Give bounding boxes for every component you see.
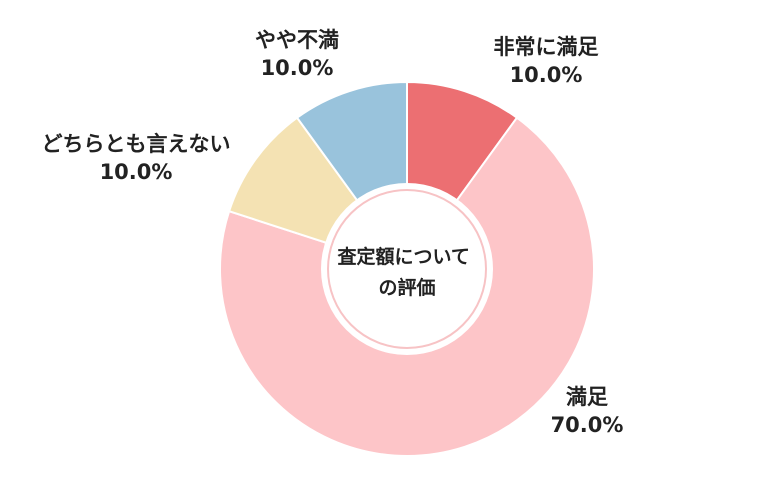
slice-label-name: やや不満 — [255, 28, 339, 52]
slice-label-value: 10.0% — [100, 160, 173, 184]
slice-label-satisfied: 満足 70.0% — [551, 385, 624, 437]
chart-title-line-2: の評価 — [378, 276, 435, 299]
slice-label-name: 満足 — [566, 385, 608, 409]
slice-label-slightly-dissatisfied: やや不満 10.0% — [255, 28, 339, 80]
slice-label-value: 70.0% — [551, 413, 624, 437]
slice-label-name: どちらとも言えない — [42, 132, 231, 156]
chart-title: 査定額について の評価 — [336, 245, 476, 299]
slice-label-name: 非常に満足 — [494, 35, 599, 59]
chart-title-line-1: 査定額について — [336, 245, 469, 268]
donut-center-fill — [321, 183, 493, 355]
slice-label-value: 10.0% — [261, 56, 334, 80]
donut-center-ring — [327, 189, 487, 349]
slice-label-value: 10.0% — [510, 63, 583, 87]
slice-labels: 非常に満足 10.0% 満足 70.0% どちらとも言えない 10.0% やや不満 10.0% — [42, 28, 624, 437]
slice-label-neutral: どちらとも言えない 10.0% — [42, 132, 231, 184]
donut-center: 査定額について の評価 — [321, 183, 493, 355]
slice-label-very-satisfied: 非常に満足 10.0% — [494, 35, 599, 87]
